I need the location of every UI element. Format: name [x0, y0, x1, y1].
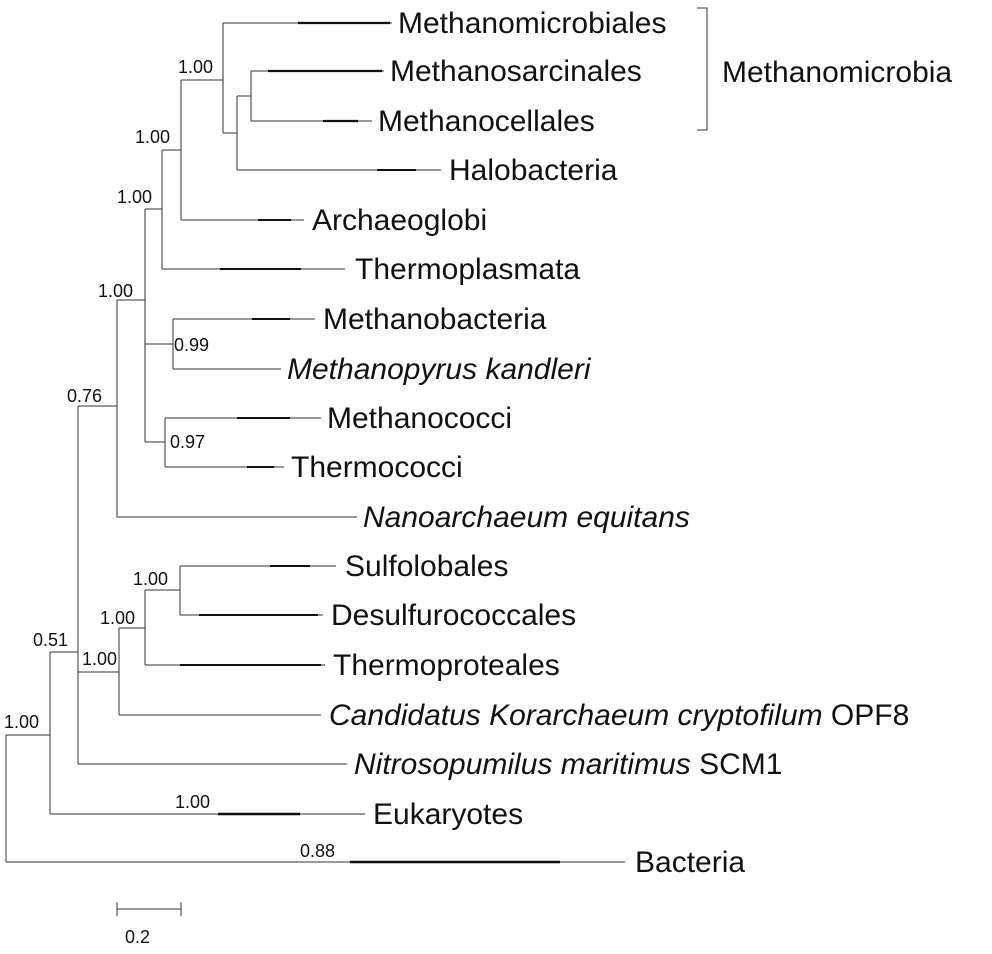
support-value-bacteria-branch: 0.88 [300, 841, 335, 861]
leaf-label-methanobacteria: Methanobacteria [323, 303, 547, 336]
leaf-label-bacteria: Bacteria [635, 846, 745, 879]
support-value-methanomicrobia: 1.00 [178, 57, 213, 77]
leaf-label-methanopyrus-part-0: Methanopyrus kandleri [287, 353, 592, 386]
leaf-label-sulfolobales: Sulfolobales [345, 550, 508, 583]
support-value-crenarchaeota: 1.00 [100, 608, 135, 628]
leaf-label-thermoplasmata: Thermoplasmata [355, 253, 580, 286]
leaf-label-methanomicrobiales-part-0: Methanomicrobiales [398, 7, 666, 40]
support-value-eukaryotes-branch: 1.00 [175, 792, 210, 812]
leaf-label-methanosarcinales: Methanosarcinales [390, 55, 642, 88]
leaf-label-methanococci-part-0: Methanococci [327, 402, 512, 435]
methanomicrobia-clade-label: Methanomicrobia [722, 56, 952, 89]
leaf-label-nanoarchaeum: Nanoarchaeum equitans [363, 501, 690, 534]
leaf-label-archaeoglobi: Archaeoglobi [312, 204, 487, 237]
leaf-label-methanobacteria-part-0: Methanobacteria [323, 303, 547, 336]
leaf-label-methanopyrus: Methanopyrus kandleri [287, 353, 592, 386]
leaf-label-korarchaeum-part-0: Candidatus Korarchaeum cryptofilum [329, 699, 823, 732]
leaf-label-halobacteria: Halobacteria [449, 154, 618, 187]
scale-bar-label: 0.2 [125, 927, 150, 947]
leaf-label-korarchaeum-part-1: OPF8 [823, 699, 910, 732]
leaf-label-archaeoglobi-part-0: Archaeoglobi [312, 204, 487, 237]
support-value-sulfolobales-desulfurococcales: 1.00 [133, 569, 168, 589]
leaf-label-bacteria-part-0: Bacteria [635, 846, 745, 879]
leaf-label-nitrosopumilus-part-0: Nitrosopumilus maritimus [354, 748, 691, 781]
leaf-label-thermococci: Thermococci [291, 451, 463, 484]
support-value-euryarchaeota-core: 1.00 [98, 281, 133, 301]
support-value-plus-thermoplasmata: 1.00 [117, 187, 152, 207]
tree-branches [5, 21, 625, 864]
leaf-label-thermoproteales: Thermoproteales [333, 649, 560, 682]
leaf-labels: Methanomicrobiales Methanosarcinales Metha… [287, 7, 909, 879]
leaf-label-desulfurococcales-part-0: Desulfurococcales [331, 599, 576, 632]
leaf-label-eukaryotes-part-0: Eukaryotes [373, 798, 523, 831]
support-value-euryarchaeota: 0.76 [67, 386, 102, 406]
support-value-archaea: 0.51 [33, 630, 68, 650]
leaf-label-nitrosopumilus: Nitrosopumilus maritimus SCM1 [354, 748, 782, 781]
leaf-label-desulfurococcales: Desulfurococcales [331, 599, 576, 632]
leaf-label-halobacteria-part-0: Halobacteria [449, 154, 618, 187]
support-value-plus-archaeoglobi: 1.00 [135, 127, 170, 147]
leaf-label-thermoproteales-part-0: Thermoproteales [333, 649, 560, 682]
support-value-methanobacteria-methanopyrus: 0.99 [174, 335, 209, 355]
leaf-label-methanocellales: Methanocellales [378, 105, 595, 138]
methanomicrobia-bracket [697, 7, 708, 131]
leaf-label-thermococci-part-0: Thermococci [291, 451, 463, 484]
leaf-label-eukaryotes: Eukaryotes [373, 798, 523, 831]
support-value-methanococci-thermococci: 0.97 [170, 432, 205, 452]
leaf-label-korarchaeum: Candidatus Korarchaeum cryptofilum OPF8 [329, 699, 909, 732]
leaf-label-methanomicrobiales: Methanomicrobiales [398, 7, 666, 40]
leaf-label-methanococci: Methanococci [327, 402, 512, 435]
leaf-label-sulfolobales-part-0: Sulfolobales [345, 550, 508, 583]
leaf-label-nanoarchaeum-part-0: Nanoarchaeum equitans [363, 501, 690, 534]
leaf-label-thermoplasmata-part-0: Thermoplasmata [355, 253, 580, 286]
leaf-label-methanosarcinales-part-0: Methanosarcinales [390, 55, 642, 88]
support-value-plus-korarchaeum: 1.00 [82, 649, 117, 669]
support-values: 1.00 1.00 1.00 0.99 0.97 1.00 0.76 1.00 1.00 1.00… [4, 57, 335, 861]
support-value-archaea-eukaryotes: 1.00 [4, 712, 39, 732]
leaf-label-nitrosopumilus-part-1: SCM1 [691, 748, 783, 781]
scale-bar [116, 902, 182, 916]
leaf-label-methanocellales-part-0: Methanocellales [378, 105, 595, 138]
